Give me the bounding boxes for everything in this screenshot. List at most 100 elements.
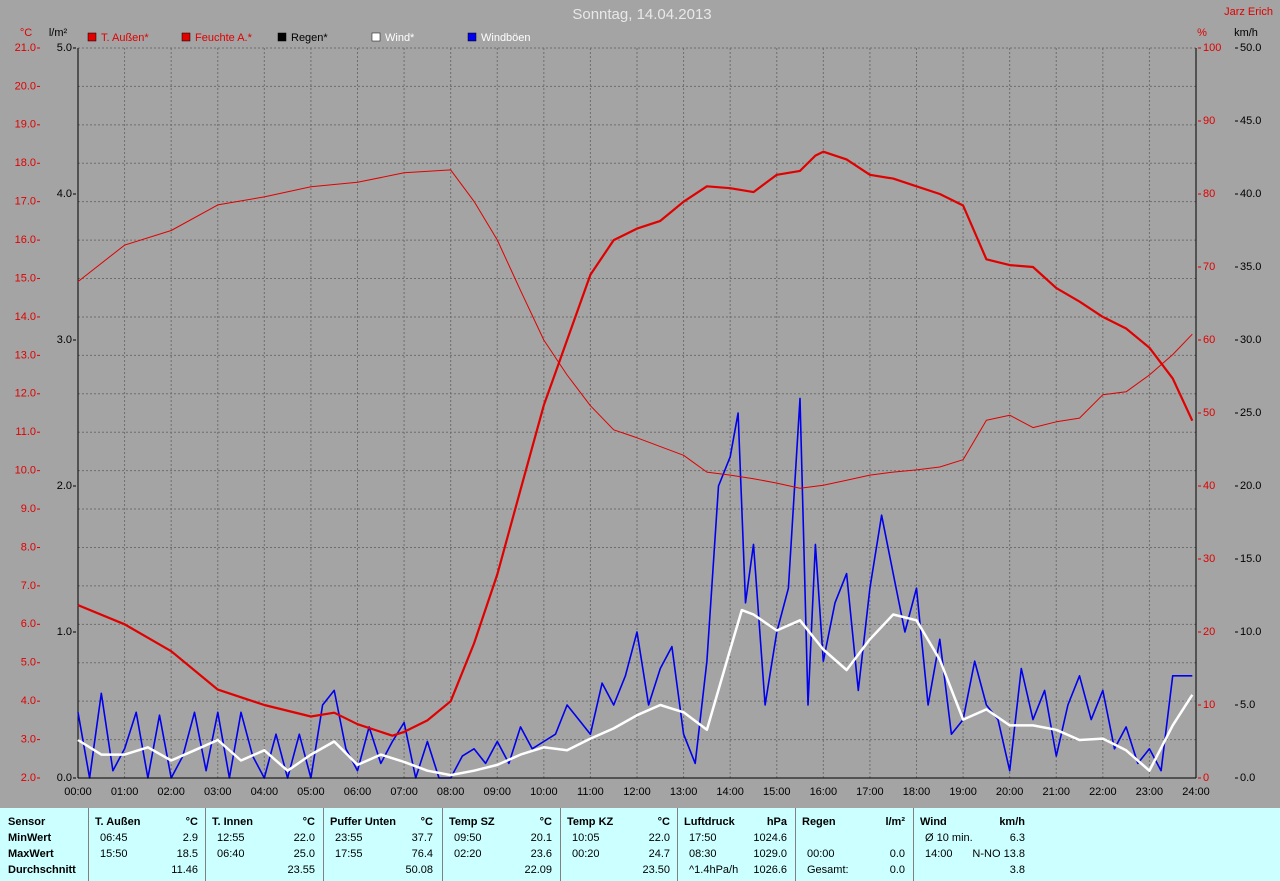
y4-tick-label: 5.0 [1240, 699, 1255, 711]
column-separator [795, 808, 796, 881]
cell-time: 09:50 [454, 832, 482, 844]
column-separator [442, 808, 443, 881]
y-tick-label: 18.0 [15, 157, 36, 169]
cell-value: 0.0 [889, 864, 905, 876]
column-unit: °C [539, 816, 552, 828]
y-tick-label: 9.0 [21, 503, 36, 515]
cell-time: 06:45 [100, 832, 128, 844]
x-tick-label: 12:00 [623, 786, 651, 798]
column-header: Wind [920, 816, 947, 828]
y4-tick-label: 50.0 [1240, 42, 1261, 54]
y2-tick-label: 0 [1203, 772, 1209, 784]
y-tick-label: 19.0 [15, 119, 36, 131]
legend-swatch [87, 32, 97, 42]
column-unit: °C [420, 816, 433, 828]
author: Jarz Erich [1224, 6, 1273, 18]
statistics-table: Sensor MinWert MaxWert Durchschnitt T. Außen… [0, 808, 1280, 881]
y3-tick-label: 5.0 [57, 42, 72, 54]
cell-value: 25.0 [293, 848, 315, 860]
x-tick-label: 18:00 [903, 786, 931, 798]
column-unit: °C [302, 816, 315, 828]
y2-tick-label: 40 [1203, 480, 1215, 492]
x-tick-label: 15:00 [763, 786, 791, 798]
y2-tick-label: 80 [1203, 188, 1215, 200]
cell-time: 08:30 [689, 848, 717, 860]
cell-value: 50.08 [405, 864, 433, 876]
x-tick-label: 04:00 [251, 786, 279, 798]
y3-tick-label: 3.0 [57, 334, 72, 346]
cell-value: 76.4 [411, 848, 433, 860]
y2-tick-label: 50 [1203, 407, 1215, 419]
y2-tick-label: 30 [1203, 553, 1215, 565]
x-tick-label: 03:00 [204, 786, 232, 798]
column-unit: °C [657, 816, 670, 828]
column-separator [560, 808, 561, 881]
x-tick-label: 09:00 [483, 786, 511, 798]
cell-time: 10:05 [572, 832, 600, 844]
y4-tick-label: 35.0 [1240, 261, 1261, 273]
y3-tick-label: 1.0 [57, 626, 72, 638]
cell-time: 06:40 [217, 848, 245, 860]
series-line [77, 150, 1194, 737]
y4-axis-unit: km/h [1234, 27, 1258, 39]
column-header: T. Außen [95, 816, 141, 828]
cell-value: 0.0 [889, 848, 905, 860]
y-tick-label: 3.0 [21, 733, 36, 745]
y4-tick-label: 10.0 [1240, 626, 1261, 638]
y-tick-label: 5.0 [21, 657, 36, 669]
x-tick-label: 23:00 [1136, 786, 1164, 798]
cell-value: 37.7 [411, 832, 433, 844]
y3-tick-label: 4.0 [57, 188, 72, 200]
table-header: Sensor [8, 816, 46, 828]
cell-value: 22.0 [648, 832, 670, 844]
row-label: MaxWert [8, 848, 54, 860]
x-tick-label: 24:00 [1182, 786, 1210, 798]
x-tick-label: 21:00 [1042, 786, 1070, 798]
x-tick-label: 00:00 [64, 786, 92, 798]
cell-time: 15:50 [100, 848, 128, 860]
y-tick-label: 21.0 [15, 42, 36, 54]
y3-tick-label: 2.0 [57, 480, 72, 492]
cell-value: 22.0 [293, 832, 315, 844]
cell-time: 14:00 [925, 848, 953, 860]
legend-swatch [467, 32, 477, 42]
y3-axis-unit: l/m² [49, 27, 68, 39]
x-tick-label: 08:00 [437, 786, 465, 798]
y-tick-label: 13.0 [15, 349, 36, 361]
cell-value: 2.9 [182, 832, 198, 844]
column-header: Puffer Unten [330, 816, 396, 828]
cell-time: 23:55 [335, 832, 363, 844]
y2-tick-label: 100 [1203, 42, 1221, 54]
series-line [77, 169, 1193, 489]
y-tick-label: 14.0 [15, 311, 36, 323]
x-tick-label: 05:00 [297, 786, 325, 798]
cell-value: 20.1 [530, 832, 552, 844]
y3-tick-label: 0.0 [57, 772, 72, 784]
x-tick-label: 22:00 [1089, 786, 1117, 798]
column-separator [205, 808, 206, 881]
cell-value: 22.09 [524, 864, 552, 876]
y-tick-label: 11.0 [15, 426, 36, 438]
legend-label: Feuchte A.* [195, 32, 253, 44]
cell-time: Ø 10 min. [925, 832, 973, 844]
legend-label: T. Außen* [101, 32, 149, 44]
column-separator [913, 808, 914, 881]
series-line [77, 608, 1194, 777]
y4-tick-label: 40.0 [1240, 188, 1261, 200]
x-tick-label: 02:00 [157, 786, 185, 798]
column-header: Luftdruck [684, 816, 735, 828]
y2-axis-unit: % [1197, 27, 1207, 39]
cell-value: 23.6 [530, 848, 552, 860]
cell-value: N-NO 13.8 [972, 848, 1025, 860]
x-tick-label: 11:00 [577, 786, 604, 798]
y-tick-label: 20.0 [15, 80, 36, 92]
y-tick-label: 12.0 [15, 388, 36, 400]
x-tick-label: 17:00 [856, 786, 884, 798]
cell-time: 02:20 [454, 848, 482, 860]
column-unit: °C [185, 816, 198, 828]
cell-value: 24.7 [648, 848, 670, 860]
cell-value: 1024.6 [753, 832, 787, 844]
y4-tick-label: 45.0 [1240, 115, 1261, 127]
y4-tick-label: 20.0 [1240, 480, 1261, 492]
